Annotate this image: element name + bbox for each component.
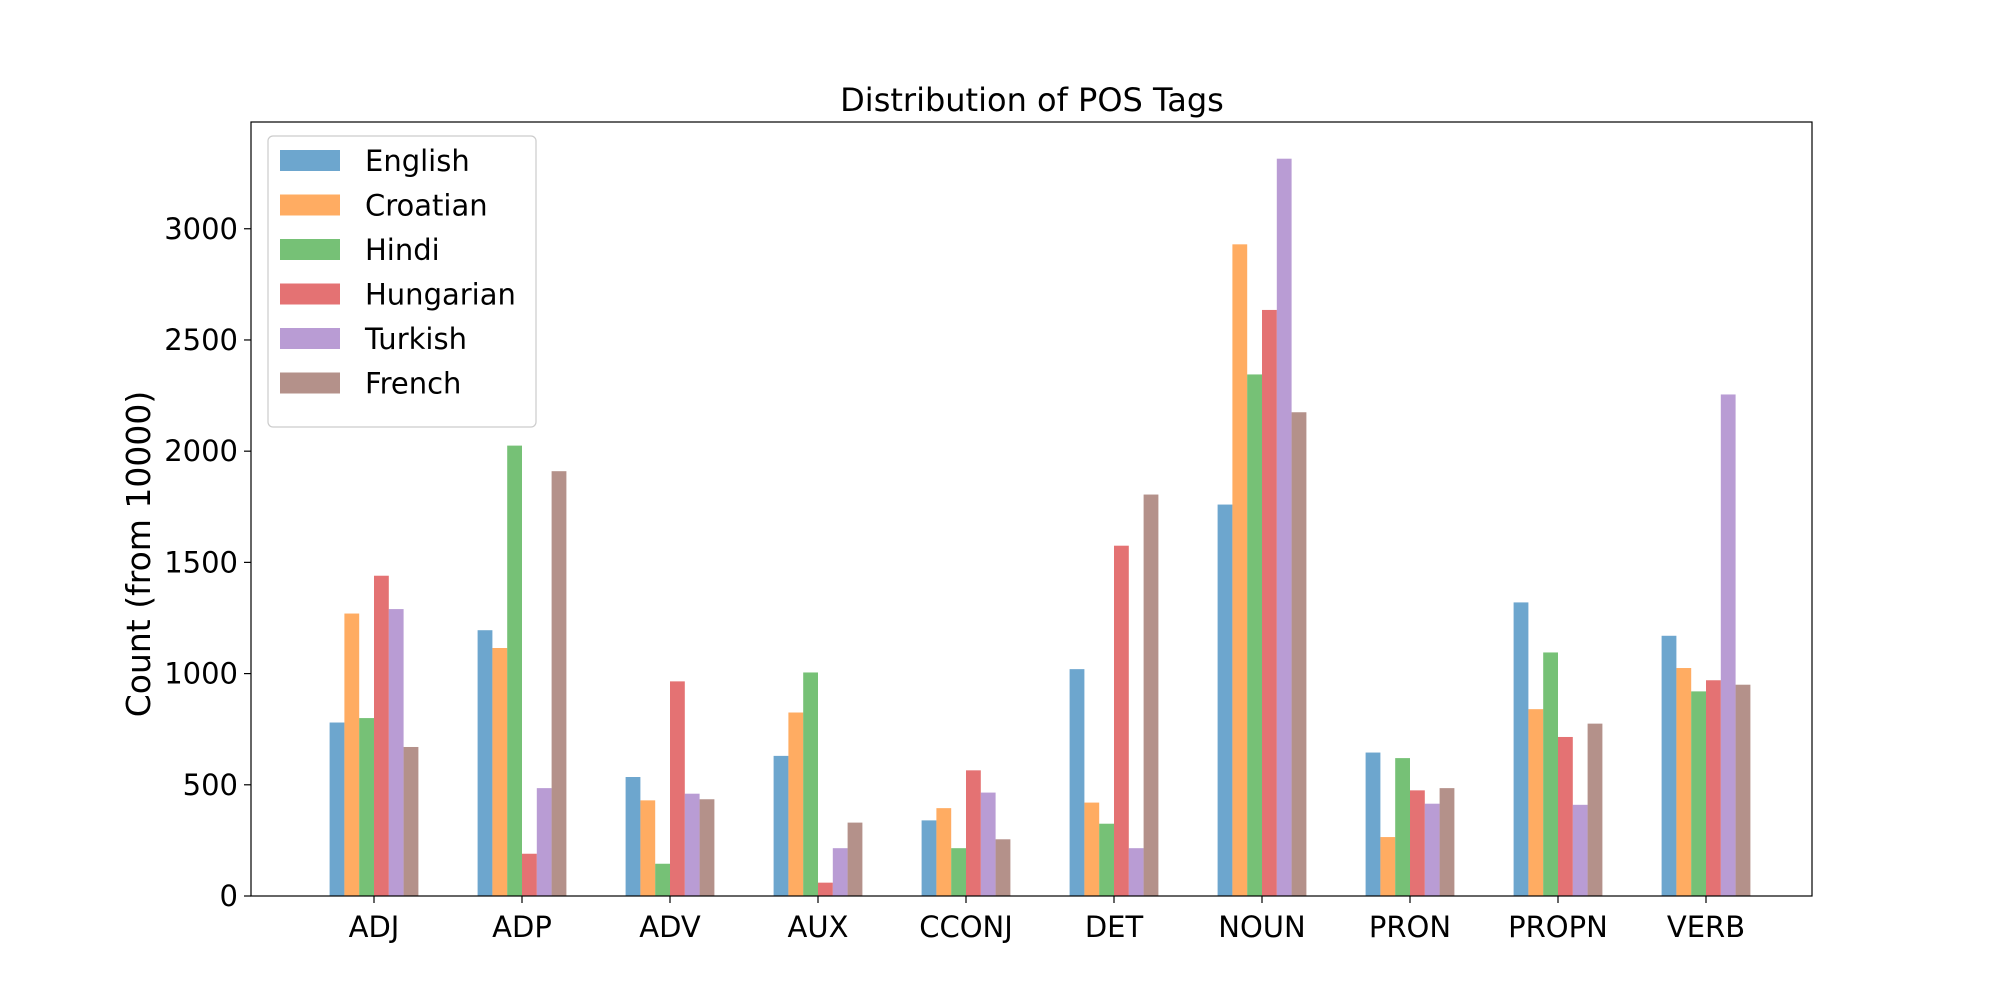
x-tick-label-propn: PROPN — [1508, 910, 1608, 944]
bar-croatian-pron — [1380, 837, 1396, 896]
x-tick-label-aux: AUX — [788, 910, 849, 944]
legend-swatch-hindi — [280, 239, 340, 260]
x-tick-label-cconj: CCONJ — [919, 910, 1013, 944]
y-tick-label: 1000 — [164, 657, 238, 691]
x-tick-label-det: DET — [1085, 910, 1144, 944]
bar-hindi-propn — [1543, 652, 1558, 896]
bar-hindi-cconj — [951, 848, 966, 896]
legend-swatch-turkish — [280, 328, 340, 349]
bar-turkish-cconj — [980, 792, 996, 896]
bar-english-propn — [1513, 602, 1529, 896]
y-tick-label: 500 — [183, 768, 238, 802]
x-tick-label-adv: ADV — [639, 910, 701, 944]
y-tick-label: 1500 — [164, 545, 238, 579]
bar-hungarian-aux — [818, 882, 833, 896]
bar-hungarian-propn — [1558, 736, 1573, 896]
legend-swatch-croatian — [280, 194, 340, 216]
x-tick-label-adp: ADP — [492, 910, 552, 944]
y-tick-label: 2500 — [164, 323, 238, 357]
bar-english-noun — [1217, 504, 1233, 896]
bar-english-verb — [1661, 635, 1677, 896]
bar-french-propn — [1587, 723, 1603, 896]
bar-croatian-adv — [640, 800, 656, 896]
y-tick-label: 3000 — [164, 212, 238, 246]
x-axis-ticks: ADJ ADP ADV AUX CCONJ DET NOUN PRON PROPN VERB — [349, 896, 1745, 944]
bar-croatian-verb — [1676, 668, 1692, 896]
bar-english-aux — [773, 755, 789, 896]
bar-turkish-adj — [388, 609, 404, 896]
bar-hindi-noun — [1247, 374, 1262, 896]
bar-hindi-aux — [803, 672, 818, 896]
bar-english-adp — [477, 630, 493, 896]
legend-label-hungarian: Hungarian — [365, 278, 516, 312]
bar-hungarian-adj — [374, 575, 389, 896]
bar-french-cconj — [995, 839, 1011, 896]
bar-hungarian-verb — [1706, 680, 1721, 896]
bar-french-adj — [403, 746, 419, 896]
legend-swatch-hungarian — [280, 283, 340, 305]
bar-french-adp — [551, 471, 567, 896]
bar-croatian-adp — [492, 648, 508, 896]
bar-hindi-adv — [655, 863, 670, 896]
legend-label-croatian: Croatian — [365, 189, 488, 223]
bar-hungarian-adp — [522, 853, 537, 896]
bar-english-det — [1069, 669, 1085, 896]
bar-hindi-det — [1099, 823, 1114, 896]
bar-french-det — [1143, 494, 1159, 896]
y-tick-label: 0 — [220, 879, 238, 913]
bar-turkish-propn — [1572, 804, 1588, 896]
x-tick-label-verb: VERB — [1667, 910, 1745, 944]
y-tick-label: 2000 — [164, 434, 238, 468]
bar-croatian-cconj — [936, 808, 952, 896]
bar-turkish-det — [1128, 848, 1144, 896]
bar-english-pron — [1365, 752, 1381, 896]
bar-turkish-noun — [1276, 158, 1292, 897]
bar-croatian-propn — [1528, 709, 1544, 896]
bar-hindi-adj — [359, 718, 374, 896]
bar-turkish-adv — [684, 793, 700, 896]
bar-hindi-adp — [507, 445, 522, 896]
bar-turkish-verb — [1720, 394, 1736, 896]
legend-label-hindi: Hindi — [365, 233, 440, 267]
legend-label-turkish: Turkish — [364, 322, 467, 356]
bar-croatian-det — [1084, 802, 1100, 896]
x-tick-label-adj: ADJ — [349, 910, 400, 944]
bar-english-cconj — [921, 820, 937, 896]
y-axis-label: Count (from 10000) — [119, 391, 158, 718]
bar-croatian-adj — [344, 613, 360, 896]
bar-french-aux — [847, 822, 863, 896]
bar-french-noun — [1291, 412, 1307, 896]
x-tick-label-pron: PRON — [1369, 910, 1451, 944]
bar-hungarian-noun — [1262, 309, 1277, 896]
bar-english-adj — [329, 722, 345, 896]
bar-hungarian-pron — [1410, 790, 1425, 896]
bar-croatian-aux — [788, 712, 804, 896]
legend: English Croatian Hindi Hungarian Turkish Fren… — [267, 135, 537, 428]
legend-label-french: French — [365, 367, 461, 401]
bar-turkish-pron — [1424, 803, 1440, 896]
bar-french-pron — [1439, 788, 1455, 896]
plot-area-frame — [250, 121, 1813, 897]
bar-turkish-adp — [536, 788, 552, 896]
bar-french-verb — [1735, 684, 1751, 896]
legend-swatch-french — [280, 372, 340, 394]
bar-hungarian-adv — [670, 681, 685, 896]
y-axis-ticks: 0 500 1000 1500 2000 2500 3000 — [164, 212, 251, 913]
bar-turkish-aux — [832, 848, 848, 896]
bar-croatian-noun — [1232, 244, 1248, 897]
legend-label-english: English — [365, 144, 470, 178]
bar-hindi-pron — [1395, 758, 1410, 896]
bar-hungarian-cconj — [966, 770, 981, 896]
x-tick-label-noun: NOUN — [1218, 910, 1305, 944]
bars-group — [329, 158, 1751, 897]
bar-hindi-verb — [1691, 691, 1706, 896]
bar-french-adv — [699, 799, 715, 896]
legend-swatch-english — [280, 150, 340, 171]
chart-title: Distribution of POS Tags — [840, 81, 1224, 119]
bar-hungarian-det — [1114, 545, 1129, 896]
bar-english-adv — [625, 777, 641, 896]
